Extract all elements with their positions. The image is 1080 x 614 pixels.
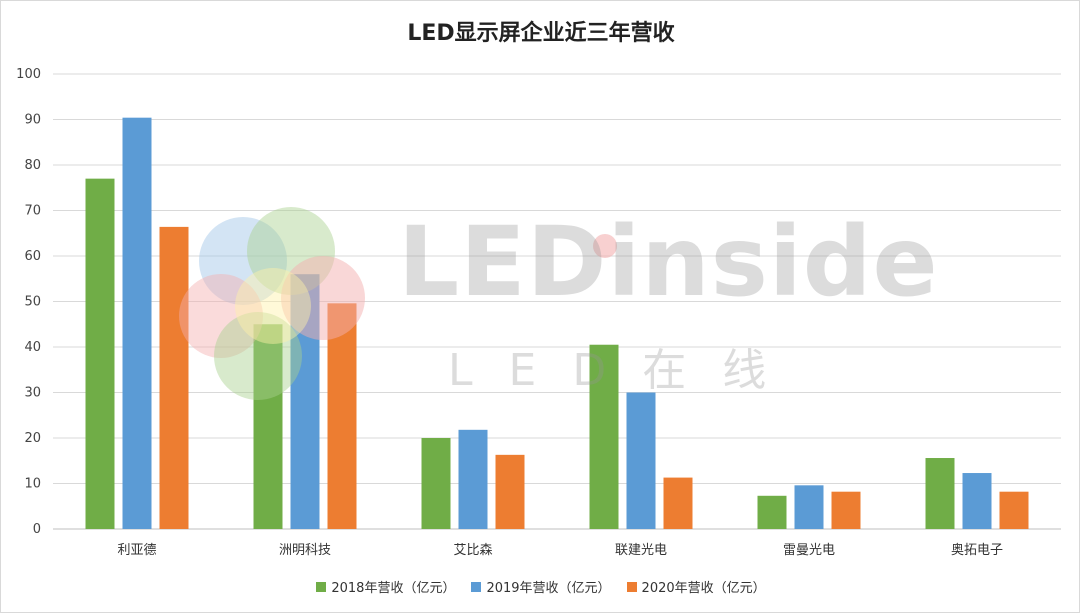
- bar: [962, 473, 992, 529]
- legend-label: 2020年营收（亿元）: [641, 581, 766, 596]
- bar: [589, 344, 619, 529]
- legend-swatch: [316, 581, 327, 592]
- bar: [159, 226, 189, 529]
- bar: [663, 477, 693, 529]
- y-tick-label: 30: [24, 386, 41, 401]
- legend-item: 2019年营收（亿元）: [471, 577, 611, 596]
- bar: [999, 491, 1029, 529]
- x-category-label: 联建光电: [615, 543, 667, 558]
- bar: [626, 392, 656, 529]
- bar: [253, 324, 283, 529]
- bar: [327, 303, 357, 529]
- y-tick-label: 100: [16, 67, 41, 82]
- y-tick-label: 90: [24, 113, 41, 128]
- chart-title: LED显示屏企业近三年营收: [407, 21, 675, 46]
- bar: [458, 429, 488, 529]
- bar: [831, 491, 861, 529]
- y-tick-label: 40: [24, 340, 41, 355]
- legend-swatch: [471, 581, 482, 592]
- y-tick-label: 0: [33, 522, 41, 537]
- x-category-label: 洲明科技: [279, 543, 331, 558]
- bar: [122, 117, 152, 530]
- bar: [757, 495, 787, 529]
- x-category-label: 奥拓电子: [951, 543, 1003, 558]
- y-tick-label: 50: [24, 295, 41, 310]
- chart-legend: 2018年营收（亿元） 2019年营收（亿元） 2020年营收（亿元）: [1, 577, 1080, 596]
- y-tick-label: 60: [24, 249, 41, 264]
- y-tick-label: 80: [24, 158, 41, 173]
- x-category-label: 利亚德: [117, 543, 156, 558]
- y-tick-label: 20: [24, 431, 41, 446]
- bar: [85, 178, 115, 529]
- y-tick-label: 10: [24, 477, 41, 492]
- bar: [925, 458, 955, 529]
- legend-item: 2020年营收（亿元）: [626, 577, 766, 596]
- legend-swatch: [626, 581, 637, 592]
- x-category-label: 艾比森: [453, 543, 492, 558]
- bar: [290, 274, 320, 529]
- bar: [495, 454, 525, 529]
- x-category-label: 雷曼光电: [783, 543, 835, 558]
- bar: [421, 438, 451, 529]
- legend-label: 2018年营收（亿元）: [331, 581, 456, 596]
- y-tick-label: 70: [24, 204, 41, 219]
- legend-label: 2019年营收（亿元）: [486, 581, 611, 596]
- legend-item: 2018年营收（亿元）: [316, 577, 455, 596]
- bar: [794, 485, 824, 529]
